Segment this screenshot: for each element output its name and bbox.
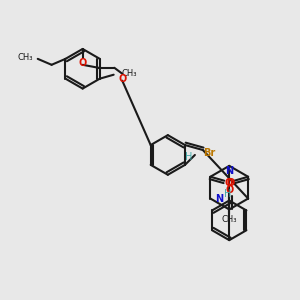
Text: O: O (225, 184, 233, 195)
Text: O: O (226, 178, 234, 188)
Text: O: O (118, 74, 126, 84)
Text: H: H (185, 152, 193, 162)
Text: Br: Br (203, 148, 215, 158)
Text: CH₃: CH₃ (221, 215, 237, 224)
Text: N: N (215, 194, 223, 203)
Text: N: N (225, 166, 233, 176)
Text: O: O (79, 58, 87, 68)
Text: H: H (224, 189, 232, 199)
Text: CH₃: CH₃ (17, 53, 33, 62)
Text: CH₃: CH₃ (122, 69, 137, 78)
Text: O: O (224, 178, 232, 188)
